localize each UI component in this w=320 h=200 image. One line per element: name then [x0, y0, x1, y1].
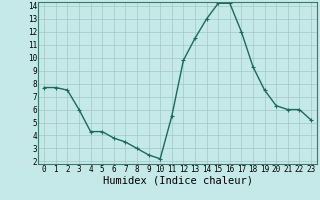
X-axis label: Humidex (Indice chaleur): Humidex (Indice chaleur): [103, 176, 252, 186]
